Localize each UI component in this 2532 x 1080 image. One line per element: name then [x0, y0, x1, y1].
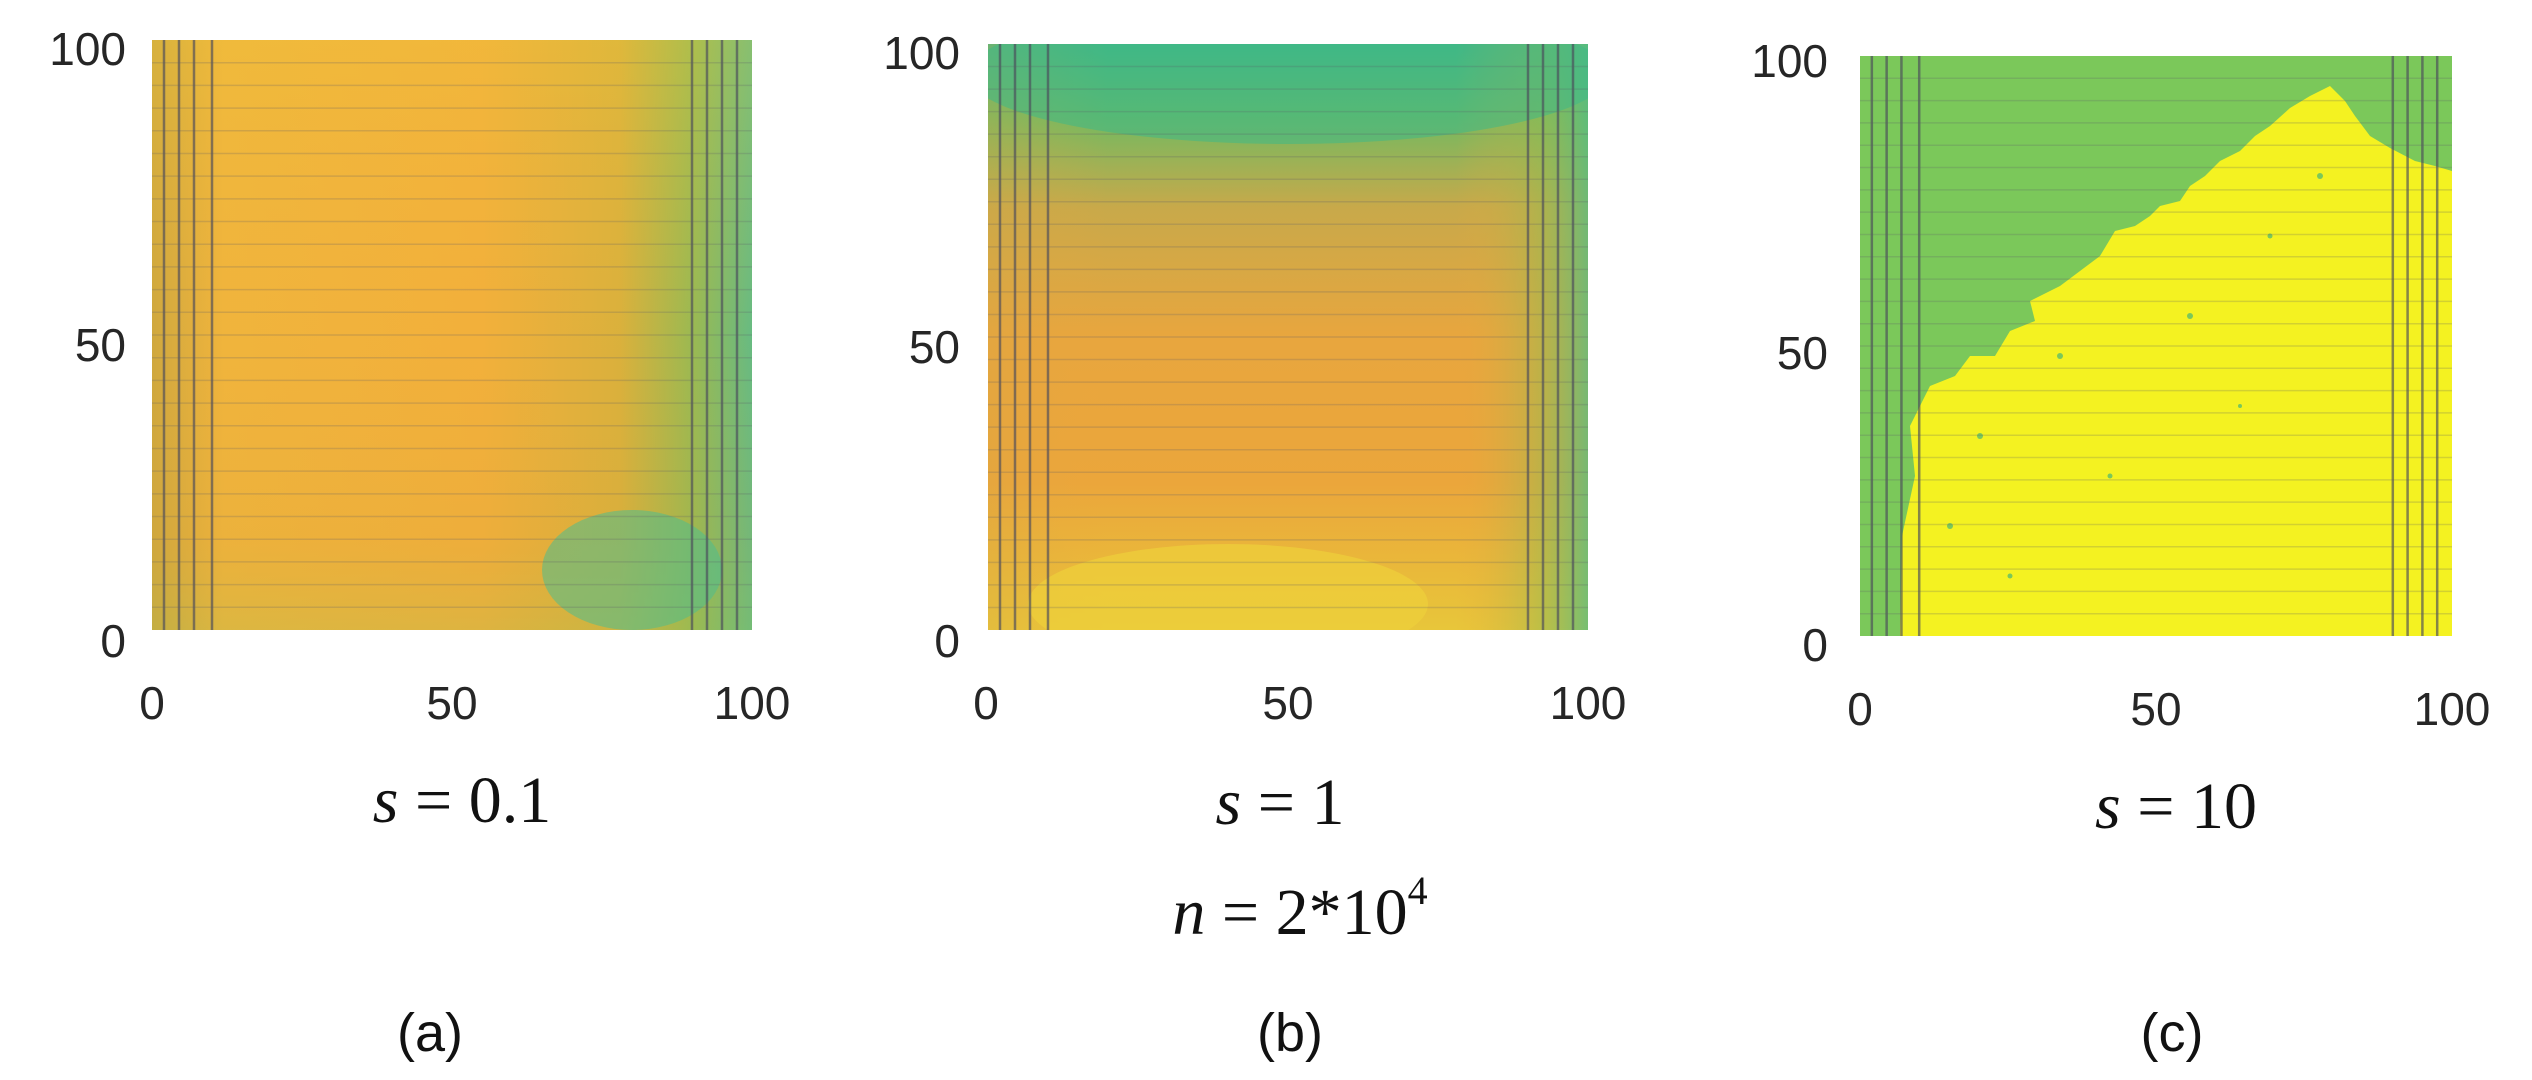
- gridlines-a: [152, 40, 752, 630]
- heatmap-c: [1860, 56, 2452, 636]
- panel-label-a: (a): [397, 1003, 463, 1063]
- panel-c: 100 50 0 0 50 100 s = 10 (c): [1700, 0, 2532, 1080]
- y-tick-0: 0: [100, 615, 126, 667]
- panel-label-c: (c): [2140, 1003, 2204, 1063]
- panel-b: 100 50 0: [840, 0, 1660, 1080]
- parameter-symbol: s: [2095, 770, 2121, 843]
- y-tick-100: 100: [883, 27, 960, 79]
- y-tick-50: 50: [908, 321, 960, 373]
- y-tick-100: 100: [1751, 35, 1828, 87]
- parameter-symbol: s: [1215, 766, 1242, 839]
- x-tick-50: 50: [2130, 683, 2182, 735]
- x-tick-100: 100: [2413, 683, 2491, 735]
- sample-value: 2*10: [1275, 876, 1408, 949]
- parameter-label-a: s = 0.1: [372, 764, 552, 837]
- x-tick-0: 0: [973, 677, 999, 729]
- gridlines-b: [988, 44, 1588, 630]
- x-tick-100: 100: [1549, 677, 1627, 729]
- sample-exponent: 4: [1407, 868, 1428, 913]
- y-tick-100: 100: [49, 23, 126, 75]
- y-tick-50: 50: [74, 319, 126, 371]
- region-yellow: [1900, 86, 2452, 636]
- y-tick-0: 0: [934, 615, 960, 667]
- x-tick-100: 100: [713, 677, 791, 729]
- parameter-symbol: s: [372, 764, 399, 837]
- y-tick-0: 0: [1802, 619, 1828, 671]
- x-tick-0: 0: [1847, 683, 1873, 735]
- panel-a: 100 50 0: [0, 0, 820, 1080]
- parameter-value: 10: [2190, 770, 2257, 843]
- gridlines-c: [1860, 56, 2452, 636]
- y-tick-50: 50: [1776, 327, 1828, 379]
- parameter-label-b: s = 1: [1215, 766, 1345, 839]
- sample-symbol: n: [1172, 876, 1206, 949]
- parameter-value: 0.1: [468, 764, 552, 837]
- heatmap-a-svg: [152, 40, 752, 630]
- x-tick-0: 0: [139, 677, 165, 729]
- x-tick-50: 50: [426, 677, 478, 729]
- sample-count-label: n = 2*104: [1172, 868, 1428, 949]
- yellow-speckles: [1947, 173, 2323, 579]
- x-tick-50: 50: [1262, 677, 1314, 729]
- heatmap-b-svg: [988, 44, 1588, 630]
- parameter-label-c: s = 10: [2095, 770, 2257, 843]
- heatmap-b: [988, 44, 1588, 630]
- panel-label-b: (b): [1257, 1003, 1323, 1063]
- heatmap-a: [152, 40, 752, 630]
- heatmap-c-svg: [1860, 56, 2452, 636]
- parameter-value: 1: [1311, 766, 1345, 839]
